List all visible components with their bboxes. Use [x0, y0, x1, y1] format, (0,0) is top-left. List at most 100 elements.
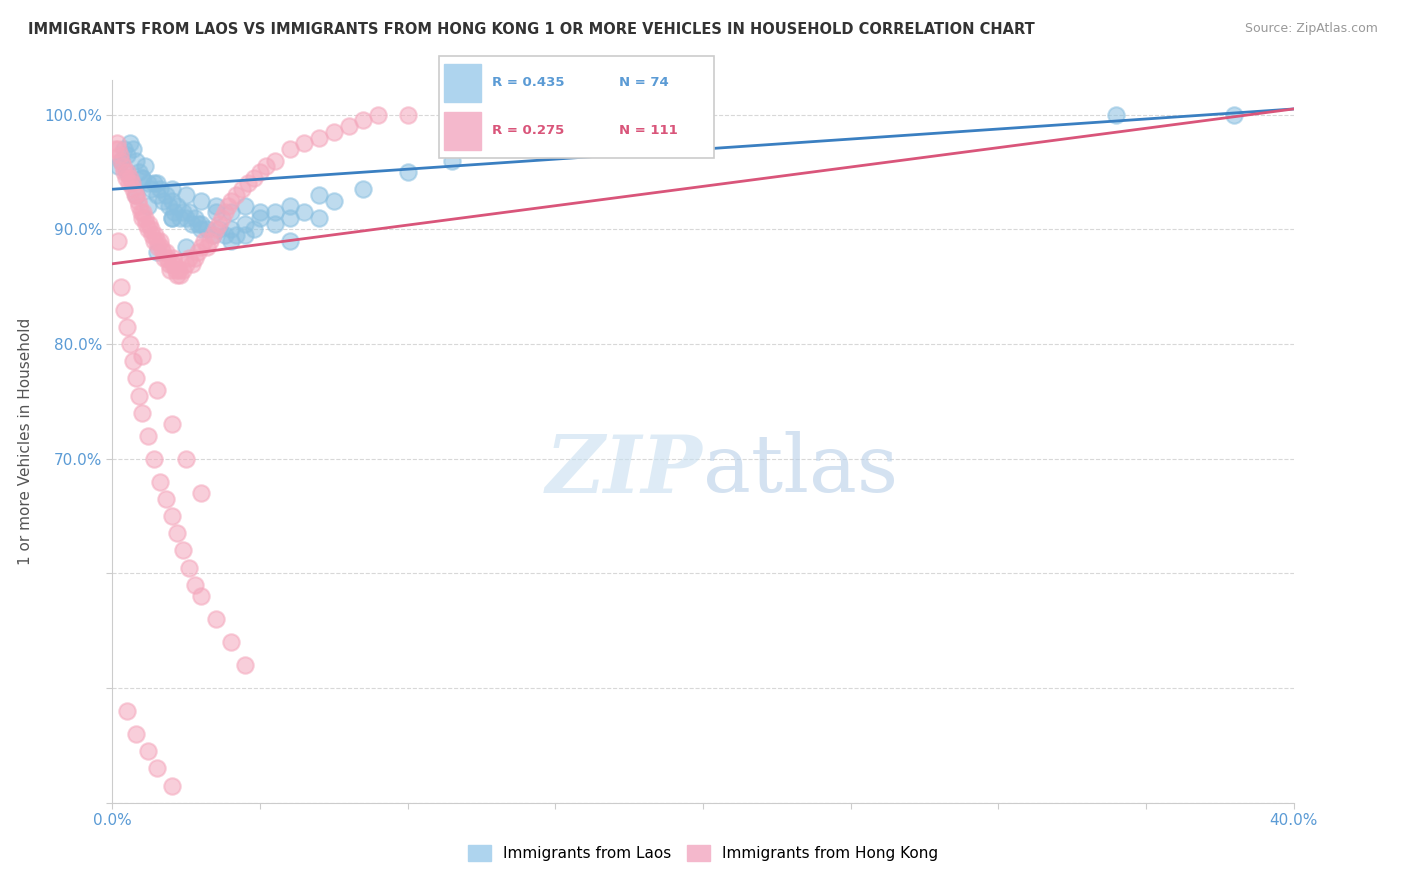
Point [181, 217, 204, 231]
Point [292, 205, 315, 219]
Point [131, 170, 153, 185]
Point [205, 612, 228, 626]
Point [352, 182, 374, 196]
Point [278, 142, 301, 156]
Point [169, 211, 191, 225]
Point [153, 251, 176, 265]
Point [149, 182, 172, 196]
Point [155, 245, 177, 260]
Point [146, 245, 169, 260]
FancyBboxPatch shape [439, 55, 714, 159]
Point [441, 153, 464, 168]
Point [278, 234, 301, 248]
Point [125, 188, 148, 202]
Point [159, 262, 181, 277]
Point [131, 349, 153, 363]
Point [146, 234, 169, 248]
Point [110, 279, 132, 293]
Point [117, 704, 138, 718]
Point [125, 153, 148, 168]
Point [160, 211, 183, 225]
Point [134, 159, 156, 173]
Point [190, 222, 212, 236]
Y-axis label: 1 or more Vehicles in Household: 1 or more Vehicles in Household [18, 318, 32, 566]
Point [225, 188, 247, 202]
Point [142, 234, 165, 248]
Bar [444, 112, 481, 150]
Point [118, 177, 141, 191]
Point [179, 205, 201, 219]
Point [136, 177, 159, 191]
Point [367, 108, 389, 122]
Point [172, 205, 194, 219]
Point [139, 222, 162, 236]
Point [148, 239, 170, 253]
Point [135, 217, 157, 231]
Point [352, 113, 374, 128]
Text: N = 111: N = 111 [619, 124, 678, 137]
Point [184, 211, 207, 225]
Point [205, 199, 228, 213]
Point [219, 205, 242, 219]
Point [308, 211, 330, 225]
Point [104, 142, 127, 156]
Point [157, 199, 180, 213]
Point [160, 779, 183, 793]
Point [136, 429, 159, 443]
Point [167, 262, 190, 277]
Point [146, 177, 169, 191]
Point [136, 744, 159, 758]
Point [292, 136, 315, 151]
Point [105, 136, 128, 151]
Point [146, 383, 169, 397]
Point [139, 182, 162, 196]
Point [122, 354, 145, 368]
Point [155, 188, 177, 202]
Point [160, 509, 183, 524]
Point [155, 491, 177, 506]
Point [174, 257, 197, 271]
Point [166, 199, 188, 213]
Point [225, 228, 247, 243]
Point [190, 239, 212, 253]
Point [1223, 108, 1246, 122]
Point [249, 165, 271, 179]
Point [219, 234, 242, 248]
Point [152, 245, 174, 260]
Point [128, 389, 150, 403]
Point [117, 165, 138, 179]
Point [117, 148, 138, 162]
Point [208, 217, 231, 231]
Point [243, 222, 266, 236]
Point [179, 251, 201, 265]
Point [190, 194, 212, 208]
Point [278, 199, 301, 213]
Point [214, 228, 236, 243]
Point [142, 177, 165, 191]
Point [233, 228, 256, 243]
Point [195, 239, 218, 253]
Point [112, 302, 135, 317]
Point [131, 170, 153, 185]
Point [264, 217, 287, 231]
Point [249, 211, 271, 225]
Text: R = 0.275: R = 0.275 [492, 124, 564, 137]
Point [150, 239, 173, 253]
Legend: Immigrants from Laos, Immigrants from Hong Kong: Immigrants from Laos, Immigrants from Ho… [463, 839, 943, 867]
Point [174, 188, 197, 202]
Point [205, 222, 228, 236]
Point [195, 222, 218, 236]
Point [117, 319, 138, 334]
Text: IMMIGRANTS FROM LAOS VS IMMIGRANTS FROM HONG KONG 1 OR MORE VEHICLES IN HOUSEHOL: IMMIGRANTS FROM LAOS VS IMMIGRANTS FROM … [28, 22, 1035, 37]
Point [127, 194, 149, 208]
Point [160, 182, 183, 196]
Point [107, 142, 129, 156]
Text: N = 74: N = 74 [619, 76, 668, 89]
Point [308, 188, 330, 202]
Point [160, 257, 183, 271]
Point [208, 222, 231, 236]
Point [149, 475, 172, 489]
Text: ZIP: ZIP [546, 432, 703, 509]
Point [125, 371, 148, 385]
Point [152, 194, 174, 208]
